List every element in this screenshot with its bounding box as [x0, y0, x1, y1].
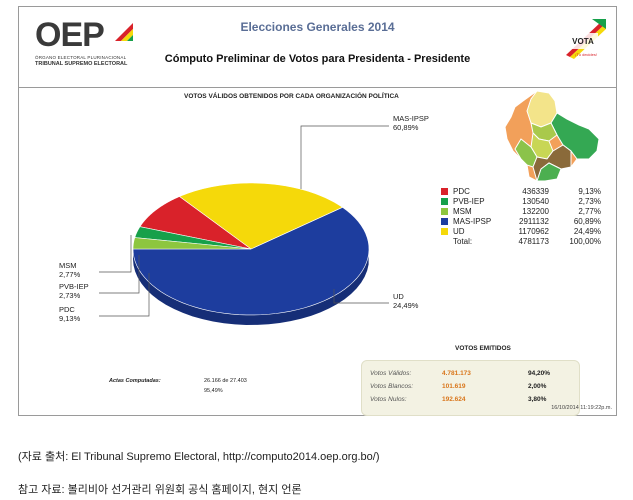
- pie-chart: MAS-IPSP60,89%UD24,49%PDC9,13%PVB-IEP2,7…: [59, 114, 429, 325]
- legend-percent: 2,77%: [578, 207, 601, 216]
- emit-value: 101.619: [442, 383, 466, 390]
- bolivia-flag-icon: [115, 23, 133, 41]
- legend-swatch: [441, 208, 448, 215]
- emit-label: Votos Nulos:: [370, 396, 407, 403]
- pie-slice-msm: [132, 237, 252, 250]
- slice-percent-label: 60,89%: [393, 123, 419, 132]
- slice-label: UD: [393, 292, 404, 301]
- page-title: Elecciones Generales 2014: [240, 20, 395, 34]
- logo-subtitle-1: ÓRGANO ELECTORAL PLURINACIONAL: [35, 55, 127, 60]
- legend-label: PDC: [453, 187, 470, 196]
- emit-row-blancos: Votos Blancos: 101.619 2,00%: [362, 383, 579, 395]
- legend-item: PDC 436339 9,13%: [437, 187, 612, 197]
- oep-logo: OEP ÓRGANO ELECTORAL PLURINACIONAL TRIBU…: [31, 17, 141, 67]
- slice-label: MSM: [59, 261, 77, 270]
- legend-item: MSM 132200 2,77%: [437, 207, 612, 217]
- slice-label: PVB-IEP: [59, 282, 89, 291]
- slice-percent-label: 9,13%: [59, 314, 81, 323]
- legend-label: PVB-IEP: [453, 197, 485, 206]
- vota-logo-icon: VOTA ¡Tú decides!: [566, 19, 606, 59]
- legend-votes: 2911132: [519, 217, 549, 226]
- emit-label: Votos Válidos:: [370, 370, 412, 377]
- legend-percent: 100,00%: [569, 237, 601, 246]
- pie-slice-pvb-iep: [134, 226, 252, 250]
- legend-votes: 130540: [522, 197, 549, 206]
- votos-emitidos-box: Votos Válidos: 4.781.173 94,20% Votos Bl…: [361, 360, 580, 416]
- pie-slice-pdc: [139, 196, 252, 250]
- emit-percent: 94,20%: [528, 370, 551, 377]
- actas-percent: 95,49%: [204, 388, 223, 394]
- legend-label: MSM: [453, 207, 472, 216]
- logo-subtitle-2: TRIBUNAL SUPREMO ELECTORAL: [35, 61, 128, 67]
- legend-swatch: [441, 228, 448, 235]
- page-subtitle: Cómputo Preliminar de Votos para Preside…: [164, 53, 471, 65]
- legend-percent: 2,73%: [578, 197, 601, 206]
- legend-swatch: [441, 188, 448, 195]
- legend-label: UD: [453, 227, 465, 236]
- legend-swatch: [441, 218, 448, 225]
- slice-percent-label: 2,73%: [59, 291, 81, 300]
- legend-item: UD 1170962 24,49%: [437, 227, 612, 237]
- legend-votes: 1170962: [518, 227, 549, 236]
- logo-text: OEP: [35, 16, 105, 54]
- leader-line: [99, 273, 150, 317]
- legend-votes: 132200: [522, 207, 549, 216]
- svg-text:¡Tú decides!: ¡Tú decides!: [575, 52, 597, 57]
- leader-line: [300, 125, 389, 189]
- leader-line: [99, 255, 140, 294]
- legend-votes: 4781173: [518, 237, 549, 246]
- slice-label: PDC: [59, 305, 75, 314]
- slice-percent-label: 24,49%: [393, 301, 419, 310]
- actas-value: 26.166 de 27.403: [204, 378, 247, 384]
- bolivia-map-icon: [504, 90, 600, 183]
- votos-emitidos-title: VOTOS EMITIDOS: [455, 345, 511, 352]
- legend-item: PVB-IEP 130540 2,73%: [437, 197, 612, 207]
- pie-slice-ud: [178, 182, 344, 250]
- reference-line: 참고 자료: 볼리비아 선거관리 위원회 공식 홈페이지, 현지 언론: [18, 484, 302, 496]
- emit-label: Votos Blancos:: [370, 383, 414, 390]
- legend-percent: 24,49%: [573, 227, 601, 236]
- legend-percent: 60,89%: [573, 217, 601, 226]
- legend-item: Total: 4781173 100,00%: [437, 237, 612, 247]
- timestamp: 16/10/2014 11:19:22p.m.: [551, 405, 612, 411]
- emit-value: 192.624: [442, 396, 466, 403]
- chart-title: VOTOS VÁLIDOS OBTENIDOS POR CADA ORGANIZ…: [184, 93, 399, 100]
- results-panel: OEP ÓRGANO ELECTORAL PLURINACIONAL TRIBU…: [18, 6, 617, 416]
- emit-percent: 3,80%: [528, 396, 547, 403]
- legend-swatch: [441, 198, 448, 205]
- slice-percent-label: 2,77%: [59, 270, 81, 279]
- legend-label: Total:: [453, 237, 473, 246]
- legend-votes: 436339: [522, 187, 549, 196]
- slice-label: MAS-IPSP: [393, 114, 429, 123]
- leader-line: [99, 235, 132, 273]
- actas-label: Actas Computadas:: [109, 378, 161, 384]
- emit-percent: 2,00%: [528, 383, 547, 390]
- legend-percent: 9,13%: [578, 187, 601, 196]
- emit-row-nulos: Votos Nulos: 192.624 3,80%: [362, 396, 579, 408]
- source-line: (자료 출처: El Tribunal Supremo Electoral, h…: [18, 451, 380, 463]
- emit-value: 4.781.173: [442, 370, 471, 377]
- emit-row-validos: Votos Válidos: 4.781.173 94,20%: [362, 370, 579, 382]
- leader-line: [333, 289, 389, 304]
- legend-label: MAS-IPSP: [453, 217, 492, 226]
- svg-text:VOTA: VOTA: [572, 37, 594, 46]
- legend-item: MAS-IPSP 2911132 60,89%: [437, 217, 612, 227]
- header: OEP ÓRGANO ELECTORAL PLURINACIONAL TRIBU…: [19, 7, 616, 88]
- pie-slice-mas-ipsp: [132, 206, 370, 316]
